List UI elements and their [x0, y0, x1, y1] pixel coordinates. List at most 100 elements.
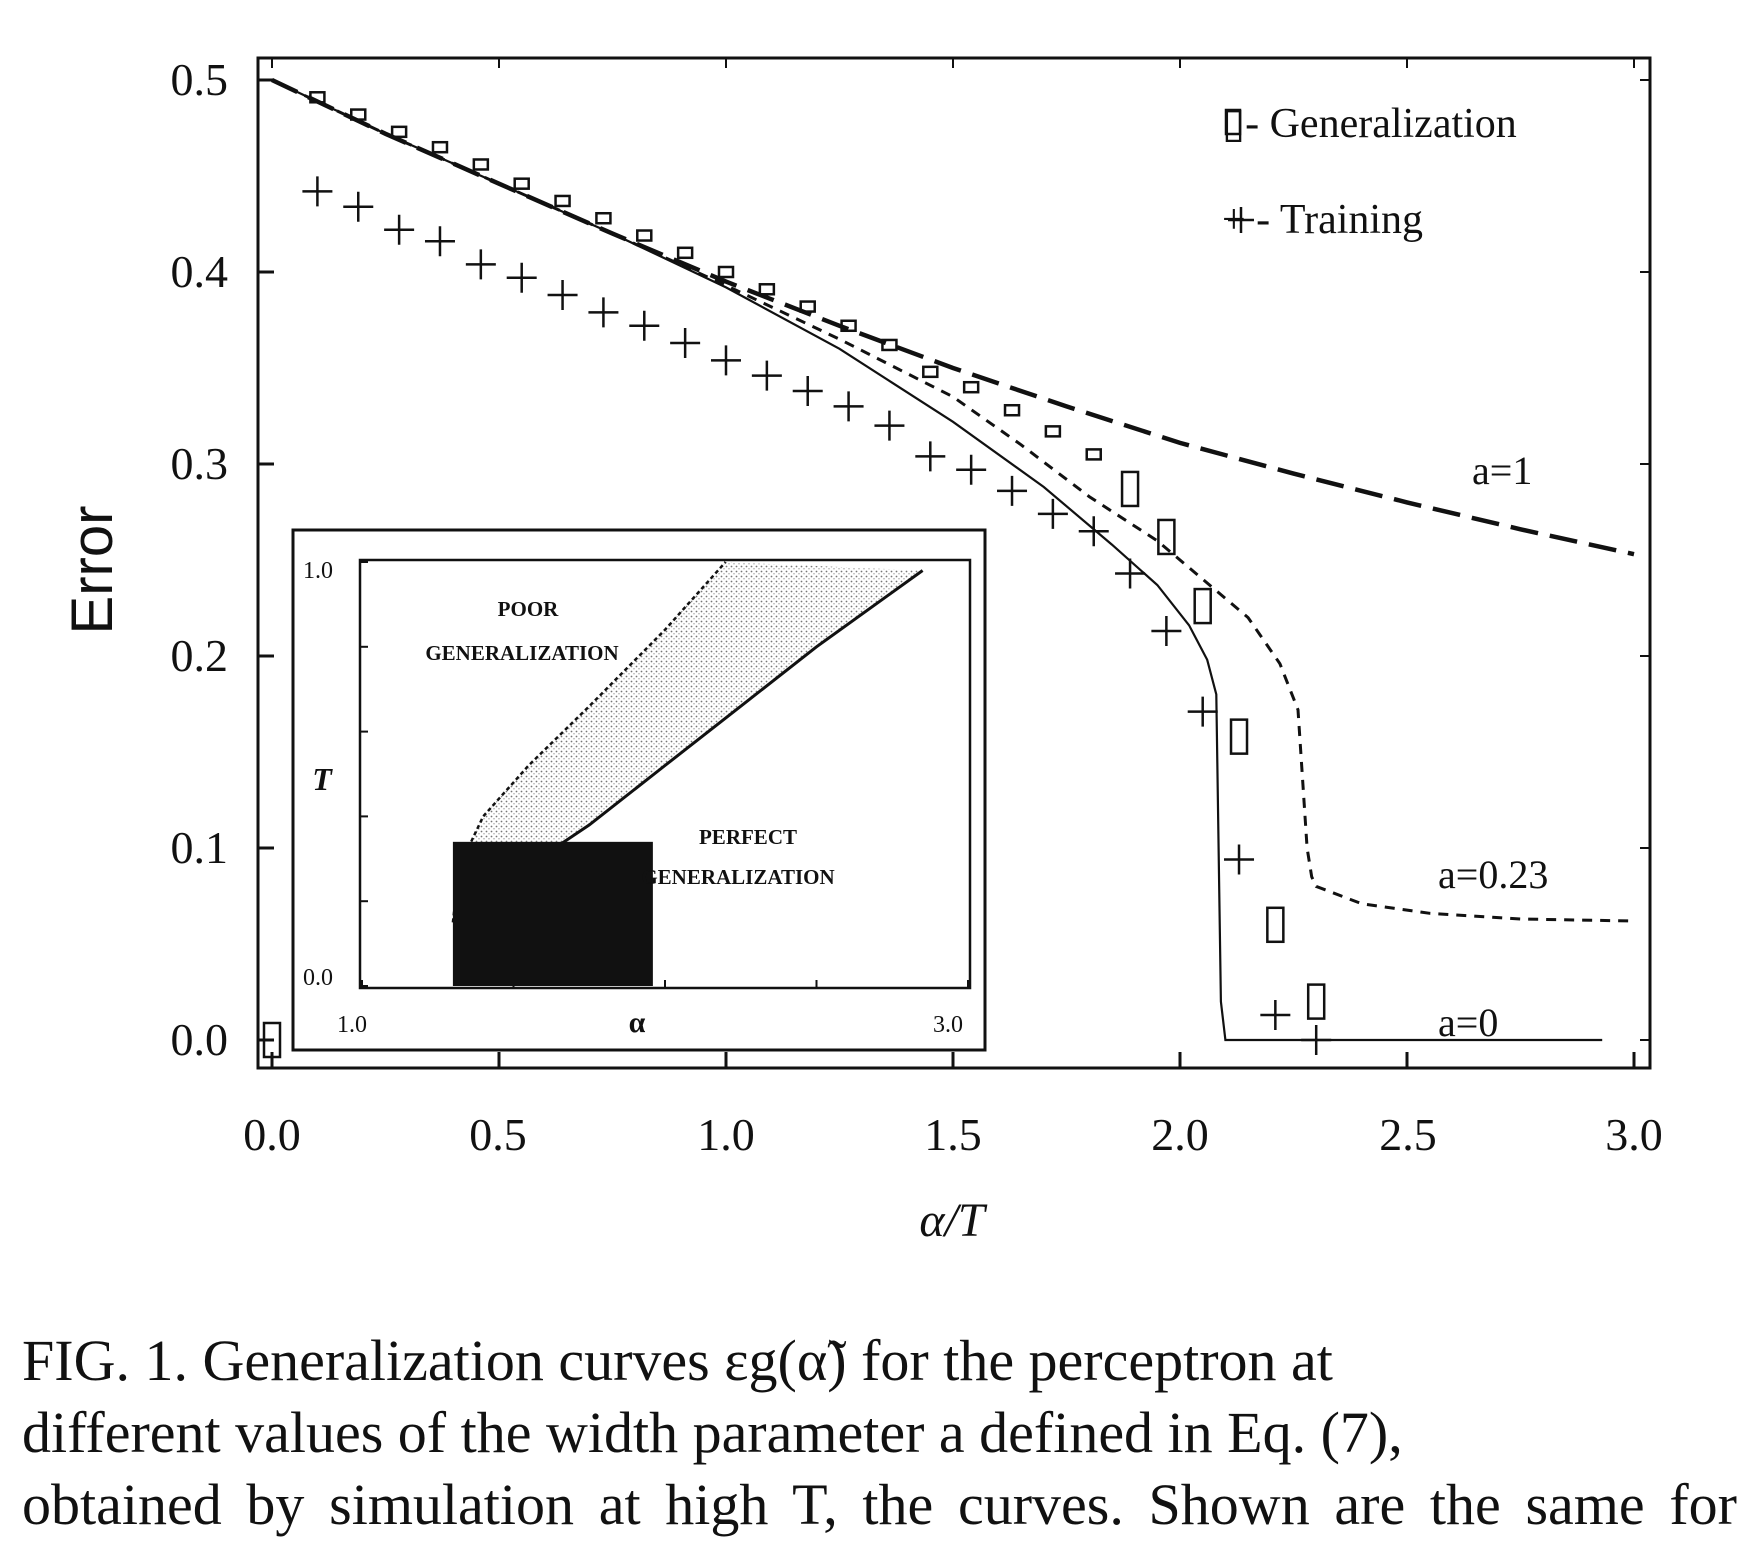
generalization-marker: [431, 140, 449, 154]
legend-rect-marker: [1224, 108, 1242, 136]
training-marker: [1187, 696, 1218, 727]
training-marker: [1224, 844, 1255, 875]
legend: ▯- Generalization + - Training: [1222, 101, 1517, 243]
generalization-marker: [1266, 906, 1285, 944]
curve-label-a0: a=0: [1438, 1000, 1498, 1045]
x-axis-title: α/T: [919, 1194, 988, 1247]
generalization-marker: [1085, 448, 1102, 461]
generalization-marker: [758, 283, 776, 296]
curve-a-0: [271, 79, 1603, 1042]
legend-generalization: ▯- Generalization: [1222, 101, 1517, 147]
y-tick-label: 0.0: [171, 1014, 229, 1065]
inset-y-axis-title: T: [312, 761, 333, 797]
training-marker: [1260, 1000, 1291, 1031]
training-marker: [343, 191, 374, 222]
curves: [271, 77, 1635, 1042]
training-marker: [711, 345, 741, 376]
generalization-marker: [840, 319, 857, 333]
training-marker: [1078, 516, 1109, 547]
axis-ticks: [258, 58, 1650, 1068]
training-marker: [629, 310, 660, 341]
generalization-marker: [1306, 983, 1326, 1020]
inset-region-label-poor: GENERALIZATION: [425, 641, 618, 665]
y-tick-label: 0.3: [171, 438, 229, 489]
inset-region-label-perfect: PERFECT: [699, 825, 797, 849]
curve-label-a1: a=1: [1472, 448, 1532, 493]
inset-region-label-perfect: GENERALIZATION: [641, 865, 834, 889]
inset-axis-ticks: [360, 561, 969, 988]
generalization-marker: [799, 300, 816, 313]
generalization-marker: [676, 246, 694, 260]
training-marker: [915, 441, 946, 472]
training-marker: [384, 214, 415, 245]
curve-a-1: [271, 77, 1635, 557]
training-marker: [588, 297, 619, 328]
inset-x-tick-label: 1.0: [337, 1012, 367, 1038]
inset-x-tick-label: 3.0: [933, 1012, 963, 1038]
x-tick-label: 0.0: [243, 1109, 301, 1160]
training-marker: [465, 249, 496, 280]
generalization-marker: [262, 1021, 282, 1059]
training-marker: [547, 280, 578, 311]
training-marker: [1301, 1025, 1332, 1055]
training-marker: [1115, 558, 1146, 589]
figure: 0.0 0.1 0.2 0.3 0.4 0.5 0.0 0.5 1.0 1.5 …: [60, 54, 1663, 1247]
x-tick-label: 1.5: [924, 1109, 982, 1160]
x-tick-label: 3.0: [1605, 1109, 1663, 1160]
training-marker: [302, 176, 333, 207]
y-tick-label: 0.1: [171, 822, 229, 873]
generalization-marker: [1157, 518, 1176, 556]
inset-dotted-region: [452, 562, 923, 923]
training-marker: [874, 410, 905, 441]
inset-phase-diagram: 1.0 0.0 1.0 3.0 α T POOR GENERALIZATION …: [291, 528, 987, 1052]
generalization-marker: [1044, 425, 1062, 438]
generalization-marker: [962, 380, 980, 394]
generalization-marker: [595, 211, 612, 225]
caption-line: FIG. 1. Generalization curves εg(α̃) for…: [22, 1328, 1333, 1393]
generalization-marker: [1120, 470, 1140, 508]
y-axis-title: Error: [60, 506, 125, 635]
generalization-marker: [390, 125, 408, 139]
x-tick-label: 0.5: [469, 1109, 527, 1160]
figure-caption: FIG. 1. Generalization curves εg(α̃) for…: [22, 1325, 1737, 1541]
inset-upper-boundary: [451, 561, 727, 923]
inset-x-axis-title: α: [629, 1006, 646, 1039]
inset-region-label-poor: POOR: [498, 597, 559, 621]
training-marker: [997, 475, 1028, 506]
training-marker: [833, 391, 864, 422]
generalization-marker: [1229, 718, 1249, 755]
markers: [262, 91, 1332, 1059]
y-tick-label: 0.4: [171, 246, 229, 297]
training-marker: [751, 360, 782, 391]
main-plot: [256, 56, 1652, 1070]
generalization-marker: [554, 194, 571, 208]
generalization-marker: [309, 91, 326, 104]
x-tick-label: 2.5: [1379, 1109, 1437, 1160]
training-marker: [670, 328, 701, 359]
generalization-marker: [472, 158, 490, 171]
legend-plus-marker: [1228, 207, 1254, 233]
generalization-marker: [922, 365, 939, 379]
generalization-marker: [350, 108, 367, 121]
y-tick-label: 0.5: [171, 54, 229, 105]
training-marker: [792, 376, 823, 407]
training-marker: [506, 262, 537, 293]
training-marker: [956, 454, 987, 485]
caption-line: obtained by simulation at high T, the cu…: [22, 1472, 1737, 1537]
generalization-marker: [1193, 587, 1212, 625]
generalization-marker: [881, 338, 898, 352]
x-tick-label: 2.0: [1151, 1109, 1209, 1160]
training-marker: [1037, 498, 1068, 529]
inset-plot-frame: [358, 558, 972, 990]
generalization-marker: [1003, 403, 1021, 417]
generalization-marker: [636, 229, 653, 242]
caption-line: different values of the width parameter …: [22, 1400, 1403, 1465]
training-marker: [1151, 616, 1182, 647]
curve-label-a023: a=0.23: [1438, 852, 1548, 897]
x-tick-label: 1.0: [697, 1109, 755, 1160]
inset-y-tick-label: 1.0: [303, 558, 333, 584]
inset-y-tick-label: 0.0: [303, 965, 333, 991]
legend-training: + - Training: [1222, 197, 1423, 243]
generalization-marker: [513, 177, 530, 190]
generalization-marker: [717, 265, 735, 279]
